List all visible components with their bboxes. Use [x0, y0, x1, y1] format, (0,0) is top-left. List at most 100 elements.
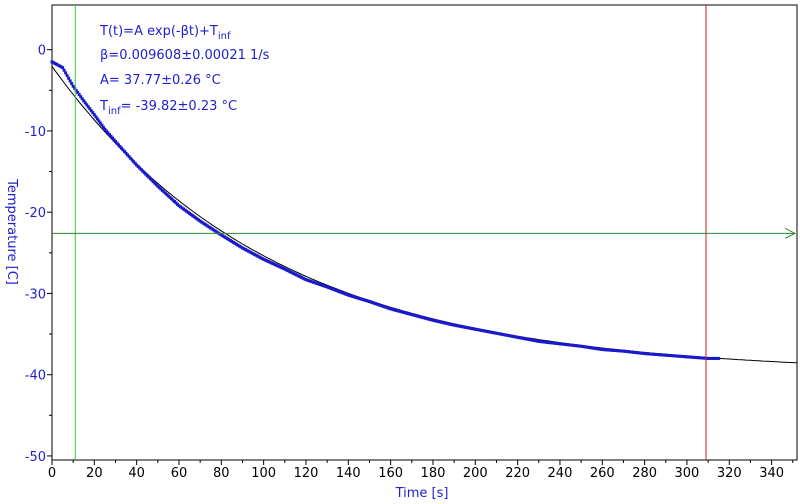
data-point — [117, 143, 121, 147]
data-point — [437, 320, 441, 324]
data-point — [369, 300, 373, 304]
data-point — [313, 281, 317, 285]
data-point — [623, 349, 627, 353]
data-point — [535, 339, 539, 343]
data-point — [700, 356, 704, 360]
data-point — [312, 280, 316, 284]
data-point — [135, 163, 139, 167]
fit-formula-sub: inf — [218, 31, 231, 42]
data-point — [386, 306, 390, 310]
data-point — [160, 188, 164, 192]
data-point — [315, 281, 319, 285]
data-point — [295, 273, 299, 277]
data-point — [269, 261, 273, 265]
data-point — [448, 322, 452, 326]
data-point — [212, 228, 216, 232]
data-point — [641, 351, 645, 355]
data-point — [422, 316, 426, 320]
data-point — [689, 355, 693, 359]
y-tick-label: -50 — [25, 450, 46, 465]
data-point — [259, 256, 263, 260]
data-point — [372, 301, 376, 305]
data-point — [605, 348, 609, 352]
data-point — [413, 313, 417, 317]
data-point — [665, 353, 669, 357]
data-point — [420, 315, 424, 319]
data-point — [275, 264, 279, 268]
data-point — [150, 178, 154, 182]
data-point — [493, 331, 497, 335]
data-point — [218, 232, 222, 236]
data-point — [513, 335, 517, 339]
data-point — [671, 354, 675, 358]
data-point — [98, 121, 102, 125]
data-point — [233, 241, 237, 245]
data-point — [101, 125, 105, 129]
data-point — [476, 328, 480, 332]
data-point — [77, 93, 81, 97]
data-point — [593, 346, 597, 350]
data-point — [136, 165, 140, 169]
data-point — [349, 294, 353, 298]
data-point — [408, 312, 412, 316]
data-point — [334, 288, 338, 292]
data-point — [655, 352, 659, 356]
data-point — [541, 340, 545, 344]
data-point — [287, 269, 291, 273]
data-point — [271, 261, 275, 265]
data-point — [245, 248, 249, 252]
data-point — [247, 249, 251, 253]
data-point — [254, 253, 258, 257]
data-point — [590, 346, 594, 350]
plot-frame — [51, 4, 798, 461]
data-point — [207, 225, 211, 229]
data-point — [224, 236, 228, 240]
data-point — [561, 342, 565, 346]
data-point — [517, 336, 521, 340]
data-point — [375, 302, 379, 306]
data-point — [446, 322, 450, 326]
data-point — [564, 343, 568, 347]
data-point — [667, 353, 671, 357]
data-point — [367, 300, 371, 304]
data-point — [263, 258, 267, 262]
data-point — [327, 286, 331, 290]
data-point — [377, 303, 381, 307]
x-tick-label: 60 — [171, 466, 188, 481]
data-point — [283, 267, 287, 271]
data-point — [600, 348, 604, 351]
data-point — [301, 276, 305, 280]
data-point — [594, 347, 598, 351]
data-point — [127, 155, 131, 159]
data-point — [289, 270, 293, 274]
data-point — [296, 274, 300, 278]
data-point — [74, 88, 78, 92]
data-point — [180, 206, 184, 210]
data-point — [414, 314, 418, 318]
data-point — [458, 324, 462, 328]
data-point — [166, 194, 170, 198]
data-point — [225, 237, 229, 241]
data-point — [581, 344, 585, 348]
data-point — [237, 244, 241, 248]
data-point — [144, 172, 148, 176]
data-point — [142, 171, 146, 175]
data-point — [120, 146, 124, 150]
data-point — [532, 339, 536, 343]
data-point — [345, 292, 349, 296]
data-point — [491, 331, 495, 335]
fit-amplitude: A= 37.77±0.26 °C — [100, 73, 221, 88]
data-point — [103, 127, 107, 131]
data-point — [603, 348, 607, 352]
data-point — [478, 328, 482, 332]
data-point — [133, 161, 137, 165]
data-point — [189, 213, 193, 217]
data-point — [280, 266, 284, 270]
fit-tinf-main: T — [99, 99, 108, 114]
data-point — [631, 350, 635, 354]
data-point — [508, 334, 512, 338]
data-point — [670, 354, 674, 358]
data-point — [611, 348, 615, 352]
data-point — [319, 283, 323, 287]
